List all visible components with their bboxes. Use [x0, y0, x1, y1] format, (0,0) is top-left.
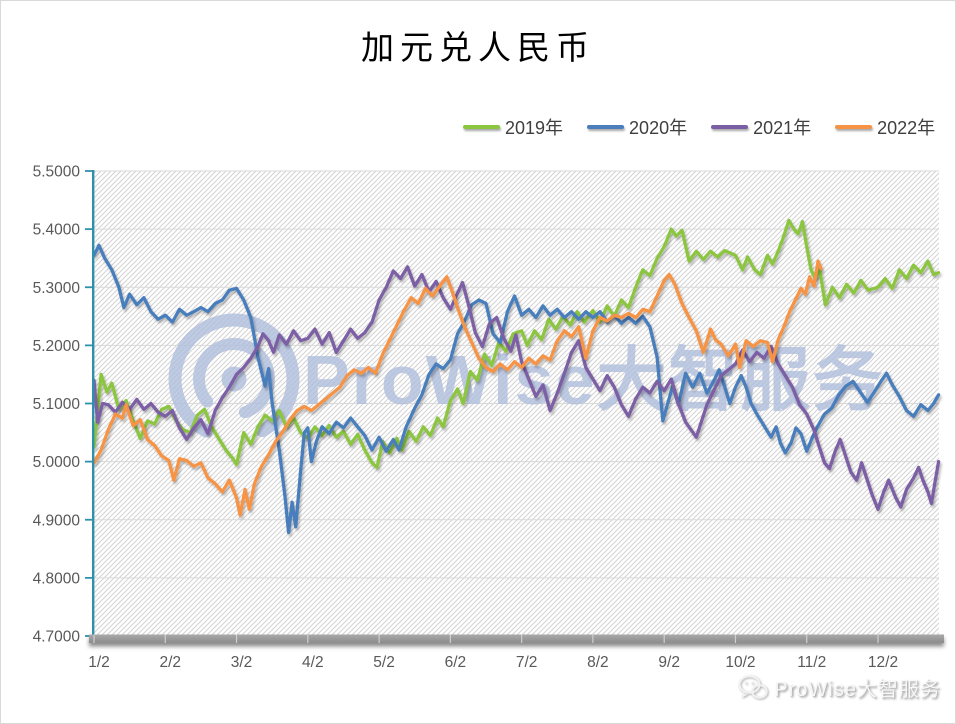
legend-item-2021年: 2021年 [711, 114, 811, 140]
legend-item-2022年: 2022年 [835, 114, 935, 140]
y-axis-tick-label: 5.0000 [33, 454, 81, 471]
y-axis-tick-label: 5.1000 [33, 396, 81, 413]
legend-swatch [711, 124, 749, 130]
x-axis-bar [89, 634, 944, 643]
x-axis-tick-label: 7/2 [516, 654, 538, 671]
y-axis-tick-label: 4.9000 [33, 512, 81, 529]
credit-text: ProWise大智服务 [774, 679, 941, 701]
series-line-2022年 [92, 259, 823, 517]
legend-label: 2022年 [877, 118, 936, 138]
x-axis-tick-label: 10/2 [725, 654, 755, 671]
series-line-2019年 [92, 218, 941, 470]
x-axis-tick-label: 8/2 [587, 654, 609, 671]
legend-item-2019年: 2019年 [463, 114, 563, 140]
y-axis-line [92, 170, 95, 637]
x-axis-tick-label: 9/2 [658, 654, 680, 671]
y-axis-tick-label: 5.3000 [33, 280, 81, 297]
legend: 2019年 2020年 2021年 2022年 [463, 114, 935, 140]
credit: ProWise大智服务 [738, 673, 941, 702]
legend-item-2020年: 2020年 [587, 114, 687, 140]
y-axis-tick-label: 5.2000 [33, 338, 81, 355]
legend-swatch [587, 124, 625, 130]
legend-swatch [835, 124, 873, 130]
series-line-2020年 [92, 243, 941, 535]
x-axis-tick-label: 4/2 [302, 654, 324, 671]
y-axis-tick-label: 5.5000 [33, 164, 81, 181]
y-axis-tick-label: 4.8000 [33, 570, 81, 587]
x-axis-tick-label: 12/2 [868, 654, 898, 671]
x-axis-tick-label: 5/2 [373, 654, 395, 671]
x-axis-tick-label: 3/2 [231, 654, 253, 671]
y-axis-tick-label: 5.4000 [33, 222, 81, 239]
chart-title: 加元兑人民币 [361, 31, 595, 67]
legend-label: 2019年 [505, 118, 564, 138]
legend-label: 2020年 [629, 118, 688, 138]
watermark-logo-inner-arc [193, 338, 275, 420]
watermark: ProWise大智服务 [168, 313, 882, 445]
series-line-2021年 [92, 265, 941, 511]
x-axis-tick-label: 2/2 [159, 654, 181, 671]
legend-swatch [463, 124, 500, 130]
legend-label: 2021年 [753, 118, 812, 138]
x-axis-tick-label: 1/2 [88, 654, 110, 671]
x-axis-tick-label: 6/2 [445, 654, 467, 671]
y-axis-tick-label: 4.7000 [33, 629, 81, 646]
wechat-icon [738, 675, 769, 699]
x-axis-tick-label: 11/2 [797, 654, 826, 671]
